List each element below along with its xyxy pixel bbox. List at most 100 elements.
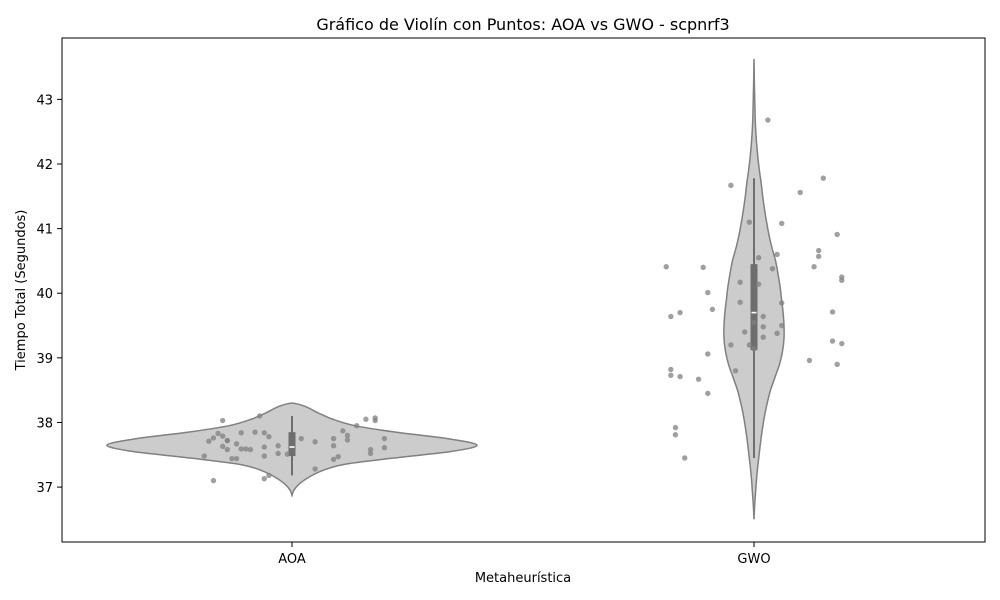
- data-point: [261, 444, 267, 450]
- data-point: [206, 438, 212, 444]
- data-point: [381, 435, 388, 442]
- data-point: [682, 455, 688, 461]
- data-point: [224, 437, 231, 444]
- data-point: [298, 435, 304, 442]
- data-point: [677, 373, 683, 380]
- data-point: [238, 446, 244, 452]
- data-point: [746, 219, 753, 225]
- x-axis-title: Metaheurística: [475, 571, 571, 586]
- data-point: [266, 472, 272, 479]
- data-point: [760, 313, 766, 320]
- data-point: [811, 264, 817, 270]
- data-point: [363, 416, 369, 422]
- data-point: [215, 430, 221, 437]
- data-point: [829, 309, 836, 315]
- data-point: [353, 422, 360, 429]
- data-point: [709, 306, 716, 313]
- y-tick-label: 39: [36, 352, 53, 367]
- data-point: [705, 289, 711, 296]
- data-point: [779, 322, 785, 329]
- data-point: [779, 300, 785, 306]
- data-point: [672, 432, 679, 438]
- y-tick-label: 43: [36, 93, 53, 108]
- plot-frame: [61, 37, 986, 543]
- violin-box: [750, 264, 758, 351]
- data-point: [829, 338, 836, 344]
- data-point: [252, 429, 258, 435]
- data-point: [732, 368, 739, 374]
- data-point: [728, 342, 734, 348]
- data-point: [663, 264, 669, 270]
- data-point: [330, 435, 337, 442]
- y-tick-label: 42: [36, 158, 53, 173]
- data-point: [266, 433, 272, 440]
- data-point: [220, 433, 226, 439]
- data-point: [233, 441, 240, 447]
- data-point: [201, 453, 207, 459]
- y-tick-label: 38: [36, 416, 53, 431]
- y-tick-label: 41: [36, 223, 53, 238]
- data-point: [755, 281, 762, 287]
- y-tick-label: 40: [36, 287, 53, 302]
- data-point: [344, 437, 351, 443]
- data-point: [210, 435, 217, 441]
- data-point: [220, 443, 226, 450]
- data-point: [275, 443, 281, 449]
- data-point: [834, 361, 840, 368]
- data-point: [705, 390, 711, 397]
- data-point: [839, 340, 845, 347]
- data-point: [815, 247, 822, 254]
- data-point: [340, 428, 346, 434]
- violin-box: [288, 432, 296, 457]
- data-point: [330, 456, 337, 462]
- data-point: [372, 415, 378, 421]
- data-point: [672, 424, 679, 431]
- data-point: [224, 446, 231, 453]
- data-point: [220, 417, 226, 424]
- data-point: [774, 330, 780, 336]
- data-point: [839, 274, 845, 280]
- data-point: [367, 450, 374, 457]
- data-point: [668, 366, 674, 373]
- data-point: [769, 265, 776, 272]
- data-point: [797, 189, 803, 196]
- data-point: [765, 117, 771, 123]
- data-point: [760, 324, 766, 330]
- data-point: [247, 446, 254, 453]
- y-axis-title: Tiempo Total (Segundos): [14, 210, 29, 372]
- data-point: [668, 372, 674, 378]
- data-point: [330, 443, 337, 449]
- data-point: [815, 253, 822, 260]
- data-point: [261, 475, 267, 482]
- data-point: [728, 182, 734, 189]
- data-point: [737, 299, 743, 305]
- data-point: [751, 319, 757, 326]
- data-point: [834, 231, 840, 238]
- data-point: [668, 313, 674, 320]
- data-point: [344, 432, 351, 439]
- data-point: [229, 455, 235, 462]
- data-point: [705, 351, 711, 357]
- data-point: [284, 451, 291, 457]
- data-point: [820, 175, 826, 181]
- data-point: [233, 455, 240, 462]
- x-tick-label: AOA: [278, 552, 306, 567]
- data-point: [695, 376, 702, 382]
- data-point: [779, 220, 785, 227]
- data-point: [261, 453, 267, 459]
- data-point: [367, 446, 374, 453]
- data-point: [312, 439, 318, 445]
- data-point: [751, 346, 757, 352]
- y-tick-label: 37: [36, 481, 53, 496]
- data-point: [275, 450, 281, 457]
- data-point: [261, 430, 267, 436]
- data-point: [256, 413, 263, 419]
- data-point: [700, 264, 706, 271]
- data-point: [312, 466, 318, 472]
- data-point: [335, 454, 341, 460]
- data-point: [238, 430, 244, 436]
- x-tick-label: GWO: [737, 552, 770, 567]
- chart-title: Gráfico de Violín con Puntos: AOA vs GWO…: [316, 15, 729, 34]
